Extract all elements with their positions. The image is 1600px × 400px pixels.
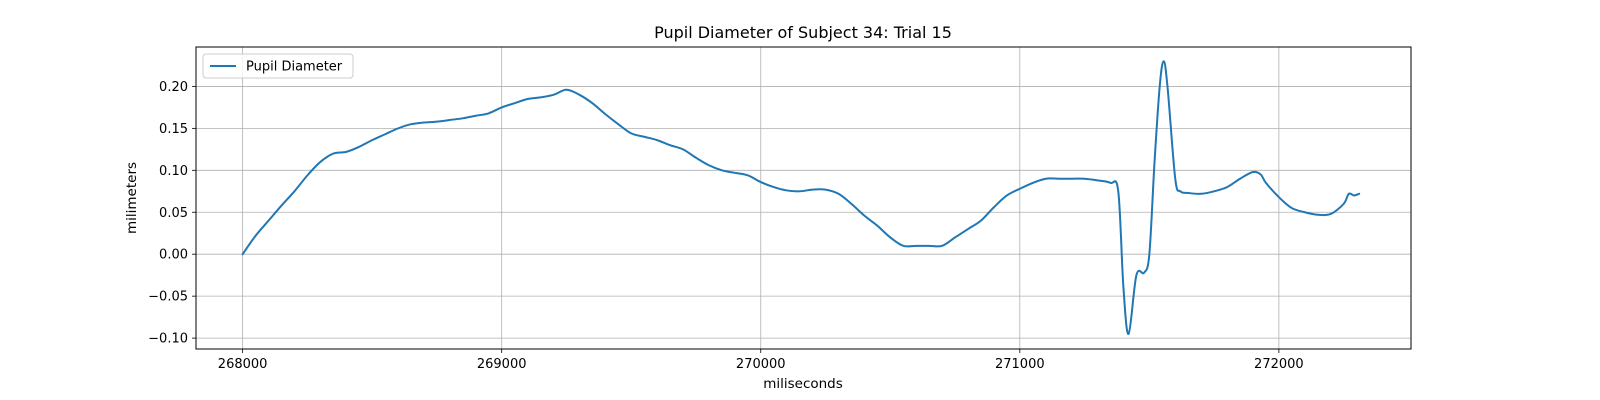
x-tick-label: 270000: [736, 357, 786, 372]
y-tick-label: 0.20: [159, 80, 188, 95]
x-axis-label: miliseconds: [763, 376, 843, 392]
x-tick-label: 269000: [477, 357, 527, 372]
legend-box: [202, 53, 354, 79]
chart-title: Pupil Diameter of Subject 34: Trial 15: [654, 23, 952, 42]
legend: Pupil Diameter: [202, 53, 354, 79]
series-line-pupil-diameter: [241, 60, 1361, 335]
legend-label: Pupil Diameter: [246, 60, 343, 75]
y-tick-label: 0.10: [159, 164, 188, 179]
x-tick-label: 272000: [1254, 357, 1304, 372]
y-tick-label: 0.05: [159, 206, 188, 221]
y-axis: −0.10 −0.05 0.00 0.05 0.10 0.15 0.20: [148, 80, 196, 347]
line-layer: [241, 60, 1361, 335]
x-axis: 268000 269000 270000 271000 272000: [218, 349, 1304, 372]
y-axis-label: milimeters: [124, 162, 140, 234]
y-tick-label: 0.00: [159, 248, 188, 263]
y-tick-label: −0.10: [148, 332, 188, 347]
x-tick-label: 271000: [995, 357, 1045, 372]
plot-frame: [195, 46, 1412, 350]
y-tick-label: −0.05: [148, 290, 188, 305]
y-tick-label: 0.15: [159, 122, 188, 137]
x-tick-label: 268000: [218, 357, 268, 372]
